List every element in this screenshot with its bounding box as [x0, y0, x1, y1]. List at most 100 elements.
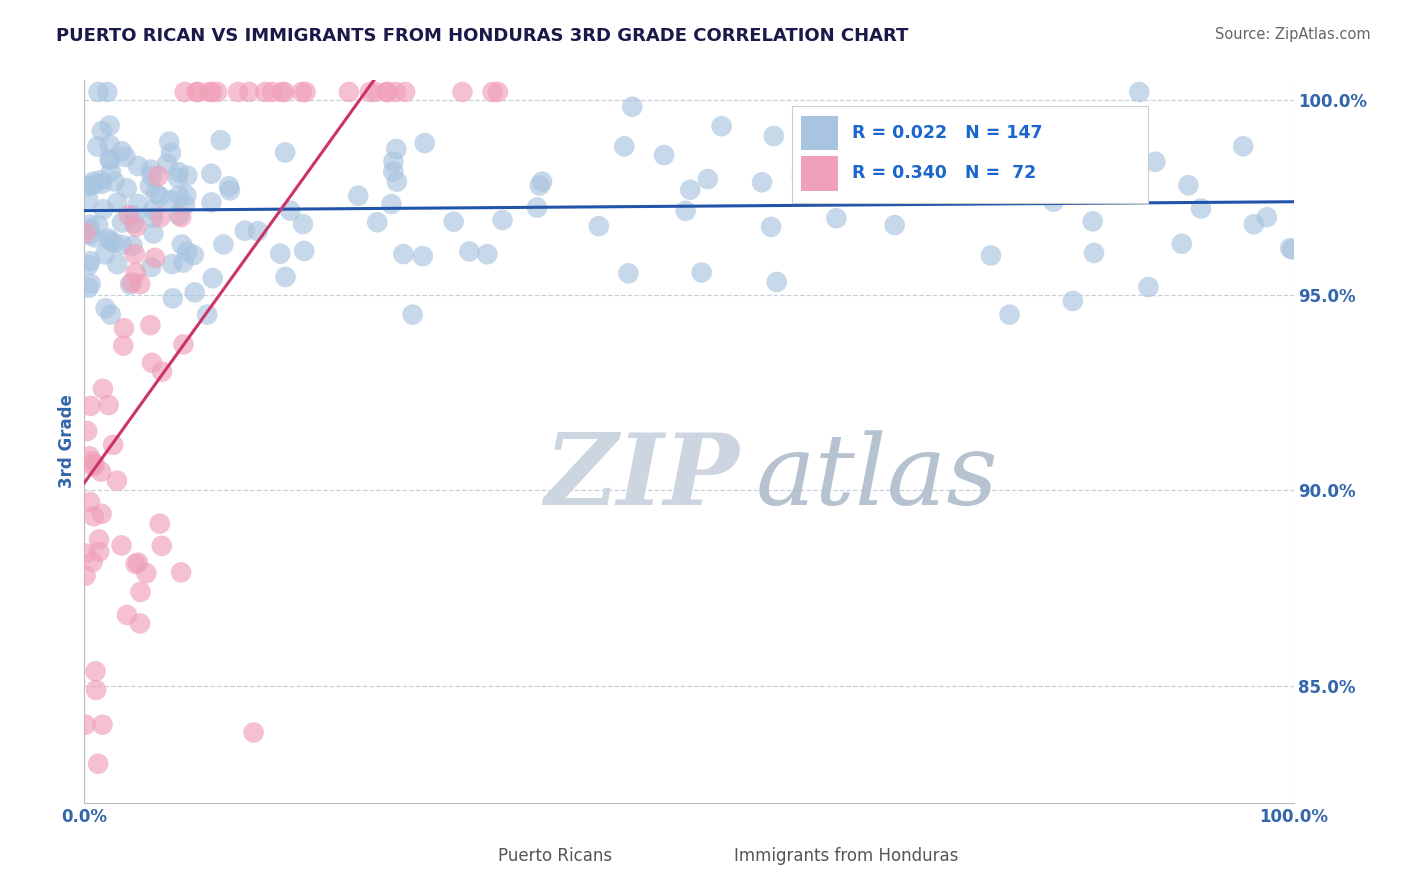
Point	[291, 85, 314, 99]
Point	[83, 509, 105, 524]
Point	[491, 213, 513, 227]
Point	[481, 85, 503, 99]
Point	[385, 142, 408, 156]
Point	[127, 159, 149, 173]
Point	[172, 337, 194, 351]
Point	[139, 162, 162, 177]
Point	[366, 215, 388, 229]
Point	[87, 85, 110, 99]
Point	[90, 465, 112, 479]
Point	[160, 145, 183, 160]
Point	[111, 237, 134, 252]
Point	[76, 424, 98, 438]
Point	[91, 177, 114, 191]
Point	[200, 167, 222, 181]
Point	[443, 215, 465, 229]
Point	[1042, 194, 1064, 209]
Point	[385, 175, 408, 189]
Point	[1177, 178, 1199, 193]
Point	[853, 145, 876, 160]
Point	[246, 224, 269, 238]
Point	[97, 398, 120, 412]
Point	[160, 257, 183, 271]
Point	[162, 291, 184, 305]
Point	[111, 215, 134, 229]
Point	[122, 216, 145, 230]
Bar	[801, 116, 838, 151]
Point	[139, 318, 162, 332]
Point	[412, 249, 434, 263]
Point	[139, 179, 162, 194]
Point	[451, 85, 474, 99]
Point	[110, 538, 132, 552]
Point	[273, 85, 295, 99]
Point	[260, 85, 283, 99]
Text: Immigrants from Honduras: Immigrants from Honduras	[734, 847, 957, 865]
Point	[79, 277, 101, 291]
Point	[170, 237, 193, 252]
Point	[127, 197, 149, 211]
Point	[103, 174, 125, 188]
Point	[486, 85, 509, 99]
Point	[75, 717, 97, 731]
Point	[1189, 202, 1212, 216]
Point	[142, 227, 165, 241]
Point	[101, 438, 124, 452]
Point	[765, 275, 787, 289]
FancyBboxPatch shape	[792, 105, 1149, 203]
Point	[149, 211, 172, 225]
Bar	[695, 845, 725, 868]
Point	[1128, 85, 1150, 99]
Point	[1081, 214, 1104, 228]
Point	[91, 717, 114, 731]
Point	[77, 258, 100, 272]
Point	[121, 238, 143, 252]
Point	[201, 271, 224, 285]
Point	[114, 150, 136, 164]
Point	[1137, 280, 1160, 294]
Point	[270, 85, 292, 99]
Point	[111, 145, 134, 159]
Point	[939, 126, 962, 140]
Point	[980, 248, 1002, 262]
Point	[1279, 241, 1302, 255]
Point	[201, 85, 224, 99]
Point	[588, 219, 610, 234]
Point	[157, 135, 180, 149]
Point	[278, 203, 301, 218]
Point	[94, 301, 117, 316]
Point	[679, 183, 702, 197]
Point	[79, 254, 101, 268]
Point	[129, 585, 152, 599]
Point	[1017, 178, 1039, 193]
Point	[91, 382, 114, 396]
Point	[135, 566, 157, 580]
Point	[183, 285, 205, 300]
Point	[103, 236, 125, 251]
Point	[89, 545, 111, 559]
Point	[79, 179, 101, 194]
Point	[526, 201, 548, 215]
Point	[1243, 217, 1265, 231]
Point	[83, 230, 105, 244]
Point	[150, 365, 173, 379]
Point	[529, 178, 551, 193]
Point	[82, 555, 104, 569]
Text: R = 0.022   N = 147: R = 0.022 N = 147	[852, 124, 1043, 142]
Point	[242, 725, 264, 739]
Point	[98, 153, 121, 167]
Point	[195, 308, 218, 322]
Point	[176, 244, 198, 259]
Point	[205, 85, 228, 99]
Text: PUERTO RICAN VS IMMIGRANTS FROM HONDURAS 3RD GRADE CORRELATION CHART: PUERTO RICAN VS IMMIGRANTS FROM HONDURAS…	[56, 27, 908, 45]
Point	[274, 145, 297, 160]
Point	[382, 154, 405, 169]
Point	[167, 165, 190, 179]
Point	[1256, 210, 1278, 224]
Point	[359, 85, 381, 99]
Point	[150, 539, 173, 553]
Point	[337, 85, 360, 99]
Point	[187, 85, 209, 99]
Text: ZIP: ZIP	[544, 429, 738, 526]
Point	[125, 219, 148, 234]
